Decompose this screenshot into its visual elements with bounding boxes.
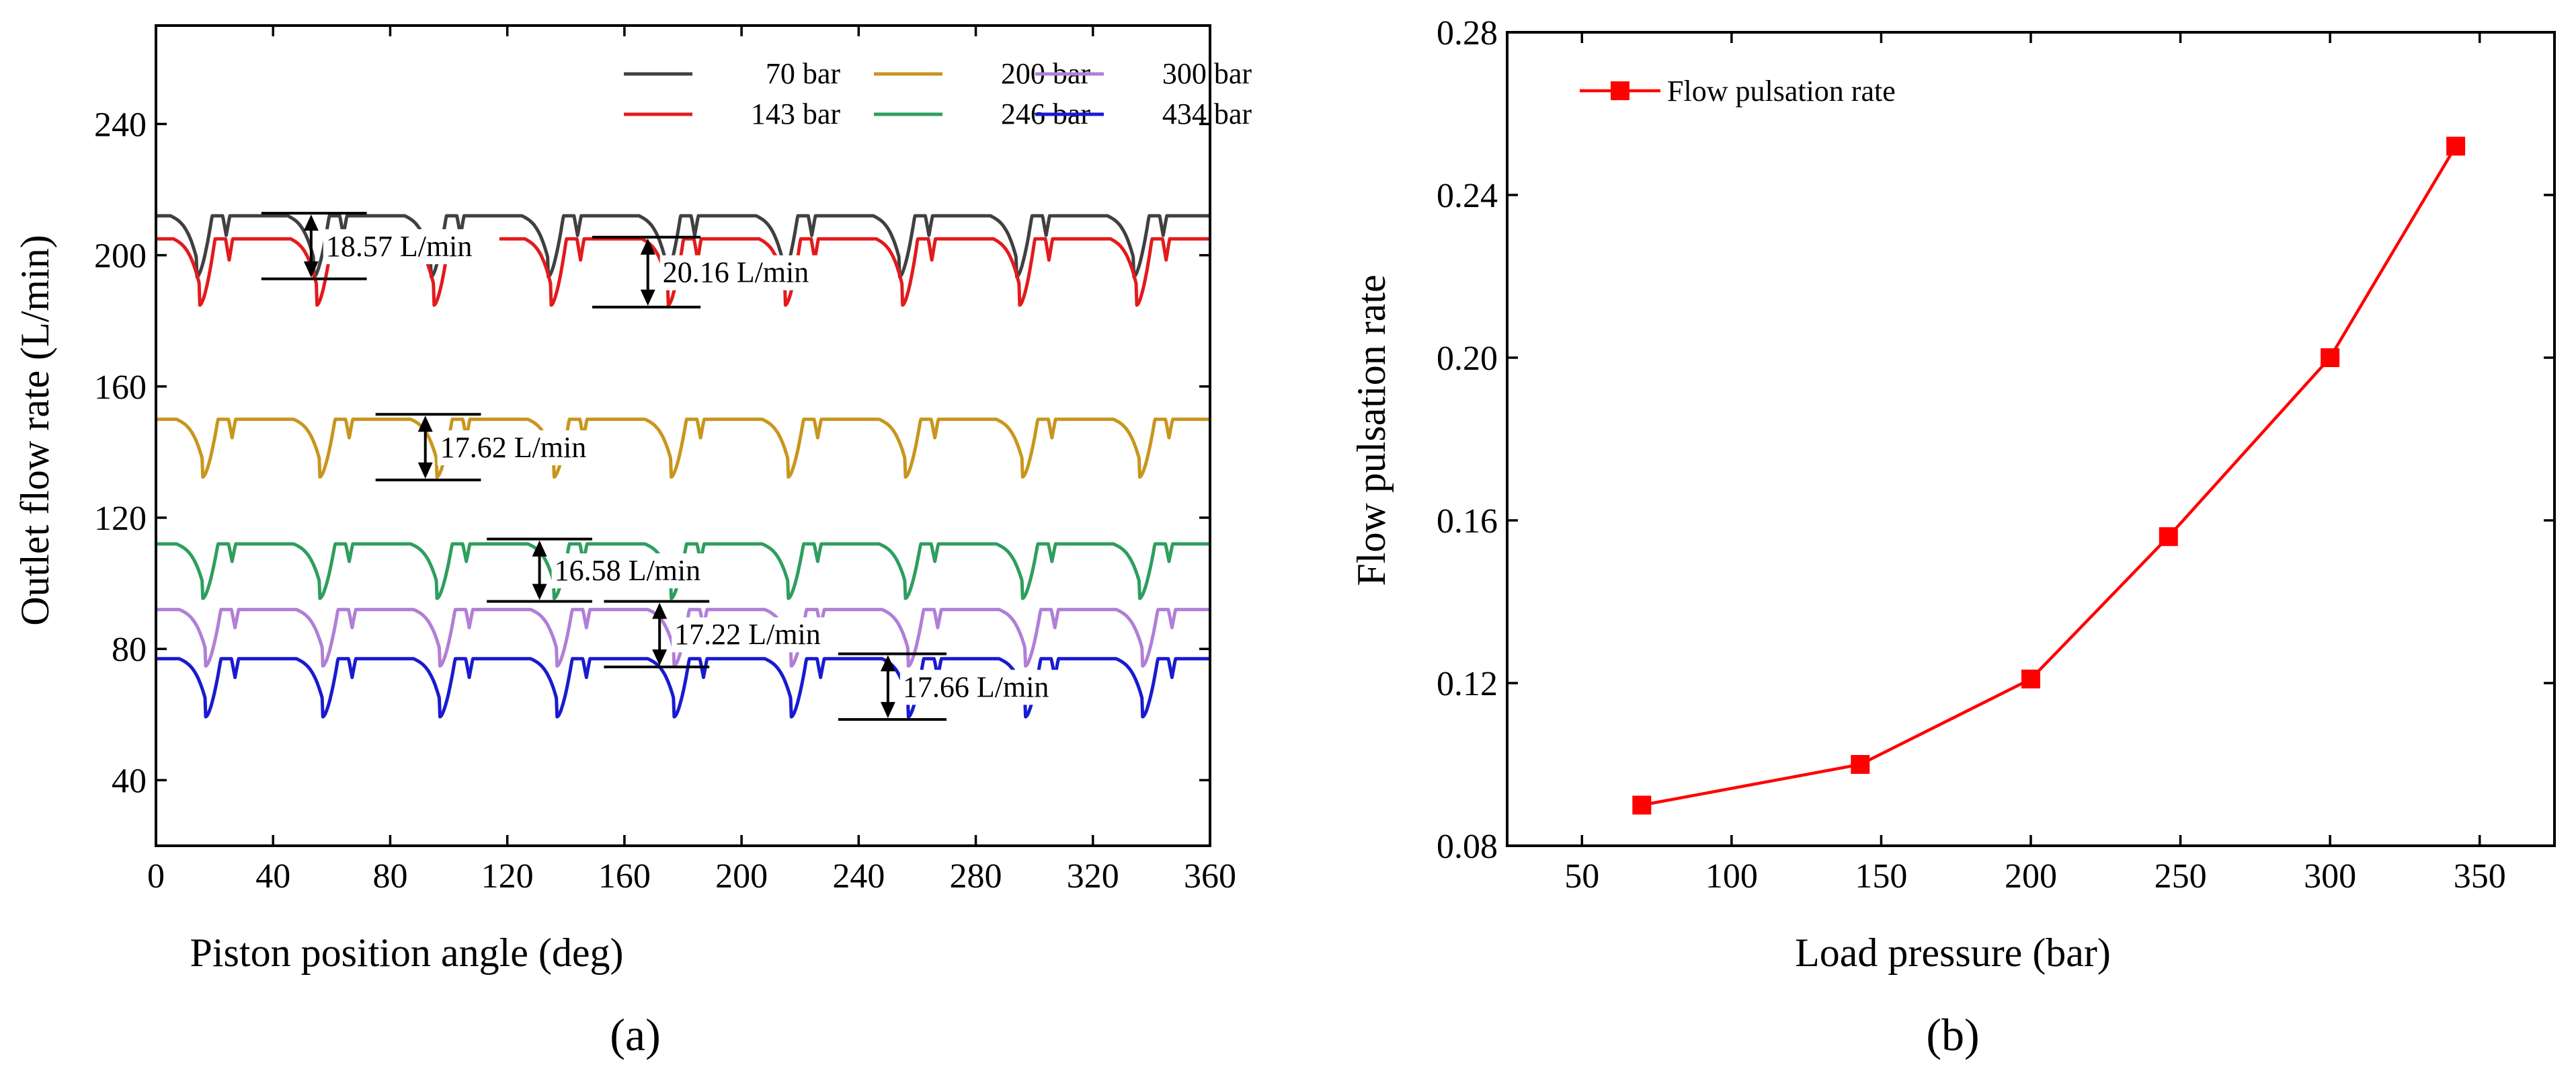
panel-a-legend-label: 300 bar: [1162, 57, 1252, 90]
panel-b-legend: Flow pulsation rate: [1580, 75, 1896, 108]
panel-b-legend-swatch-marker: [1611, 81, 1629, 100]
annotation-label-background: [899, 670, 1076, 705]
panel-a-x-tick-label: 40: [255, 857, 290, 896]
annotation-label: 16.58 L/min: [555, 554, 701, 587]
panel-a-y-tick-label: 40: [112, 762, 147, 800]
panel-b-legend-label: Flow pulsation rate: [1667, 75, 1896, 108]
panel-b-data-point: [1632, 795, 1652, 815]
panel-b-x-tick-label: 350: [2454, 857, 2506, 896]
panel-a-x-axis-title: Piston position angle (deg): [190, 930, 624, 975]
panel-b-x-tick-label: 150: [1855, 857, 1907, 896]
annotation-arrow-head-up: [417, 415, 433, 432]
panel-b-plot-frame: [1506, 31, 2556, 847]
panel-a-x-tick-label: 200: [715, 857, 768, 896]
panel-b-data-point: [2159, 527, 2178, 547]
panel-a-line-chart: 18.57 L/min 20.16 L/min 17.62 L/min 16.58 L…: [13, 24, 1252, 1060]
panel-a-series-line: [155, 418, 1211, 479]
panel-b-label: (b): [1926, 1009, 1979, 1060]
panel-b-series-line: [1641, 145, 2458, 807]
annotation-arrow-head-down: [652, 649, 668, 666]
panel-a-x-tick-label: 320: [1067, 857, 1119, 896]
panel-b-x-tick-label: 250: [2155, 857, 2207, 896]
panel-a-x-tick-label: 80: [372, 857, 407, 896]
panel-b-line-chart: 50 100 150 200 250 300 350 0.08 0.12 0.16 0.20 0.24…: [1349, 14, 2556, 1060]
panel-b-data-point: [1851, 755, 1870, 774]
panel-a-x-tick-label: 160: [598, 857, 651, 896]
annotation-label-background: [551, 553, 728, 589]
panel-a-y-tick-label: 200: [94, 237, 147, 276]
panel-b-x-tick-label: 100: [1705, 857, 1758, 896]
panel-b-series-group: [1632, 136, 2466, 815]
annotation-label: 20.16 L/min: [663, 256, 809, 289]
annotation-label-background: [437, 430, 614, 466]
annotation-arrow-head-up: [532, 540, 547, 557]
panel-b-x-tick-label: 200: [2005, 857, 2057, 896]
panel-b-x-tick-label: 300: [2304, 857, 2356, 896]
annotation-label-background: [323, 229, 499, 264]
annotation-arrow-head-down: [417, 462, 433, 479]
panel-a-x-tick-label: 120: [481, 857, 534, 896]
panel-a-plot-frame: [155, 24, 1211, 847]
panel-b-y-tick-label: 0.24: [1437, 177, 1498, 215]
panel-a-y-tick-label: 120: [94, 500, 147, 538]
panel-b-y-tick-label: 0.20: [1437, 340, 1498, 378]
panel-b-y-tick-label: 0.08: [1437, 828, 1498, 866]
annotation-label-background: [672, 617, 848, 653]
panel-a-legend-label: 434 bar: [1162, 97, 1252, 130]
annotation-label: 17.22 L/min: [674, 618, 821, 651]
panel-a-y-tick-label: 240: [94, 106, 147, 144]
panel-a-legend-label: 70 bar: [766, 57, 841, 90]
annotation-arrow-head-down: [880, 702, 895, 719]
panel-b-axes: 50 100 150 200 250 300 350 0.08 0.12 0.16 0.20 0.24…: [1437, 14, 2556, 896]
panel-b-x-tick-label: 50: [1564, 857, 1599, 896]
panel-a-y-tick-label: 80: [112, 631, 147, 669]
annotation-arrow-head-down: [532, 584, 547, 600]
annotation-label: 18.57 L/min: [326, 230, 473, 263]
panel-a-y-tick-label: 160: [94, 368, 147, 407]
annotation-arrow-head-up: [880, 655, 895, 672]
annotation-label-background: [659, 255, 836, 290]
annotation-arrow-head-down: [640, 289, 655, 306]
panel-b-x-axis-title: Load pressure (bar): [1795, 930, 2111, 975]
panel-a-x-tick-label: 280: [950, 857, 1002, 896]
annotation-arrow-head-up: [640, 238, 655, 255]
panel-a-y-axis-title: Outlet flow rate (L/min): [13, 235, 57, 625]
panel-b-data-point: [2321, 348, 2340, 367]
panel-a-x-tick-label: 360: [1184, 857, 1236, 896]
panel-b-data-point: [2021, 669, 2040, 688]
panel-a-x-tick-label: 240: [832, 857, 885, 896]
panel-a-series-line: [155, 214, 1211, 279]
annotation-arrow-head-up: [652, 602, 668, 619]
panel-b-data-point: [2446, 136, 2466, 156]
panel-a-annotations: 18.57 L/min 20.16 L/min 17.62 L/min 16.58 L…: [261, 212, 1076, 721]
panel-b-y-tick-label: 0.28: [1437, 14, 1498, 52]
panel-a-legend-label: 143 bar: [751, 97, 841, 130]
annotation-arrow-head-down: [303, 261, 319, 278]
panel-b-y-axis-title: Flow pulsation rate: [1349, 274, 1394, 586]
panel-a-axes: 0 40 80 120 160 200 240 280 320 360 40 80 120 160 200 2…: [94, 24, 1236, 896]
annotation-arrow-head-up: [303, 214, 319, 231]
annotation-label: 17.62 L/min: [440, 431, 587, 464]
panel-b-y-tick-label: 0.12: [1437, 665, 1498, 703]
panel-b-y-tick-label: 0.16: [1437, 502, 1498, 541]
panel-a-x-tick-label: 0: [147, 857, 165, 896]
panel-a-label: (a): [610, 1009, 660, 1060]
annotation-label: 17.66 L/min: [903, 670, 1049, 703]
